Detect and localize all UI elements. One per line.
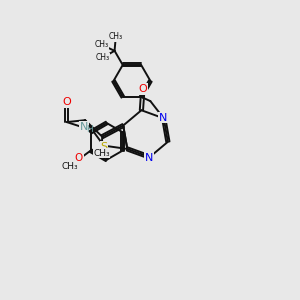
Text: CH₃: CH₃ (109, 32, 123, 41)
Text: N: N (159, 113, 167, 123)
Text: CH₃: CH₃ (93, 148, 110, 158)
Text: O: O (139, 84, 147, 94)
Text: O: O (62, 97, 71, 107)
Text: S: S (100, 142, 107, 152)
Text: N: N (80, 122, 88, 132)
Text: O: O (75, 153, 83, 164)
Text: CH₃: CH₃ (61, 161, 78, 170)
Text: N: N (145, 153, 153, 163)
Text: H: H (86, 125, 93, 134)
Text: CH₃: CH₃ (95, 53, 109, 62)
Text: CH₃: CH₃ (94, 40, 109, 49)
